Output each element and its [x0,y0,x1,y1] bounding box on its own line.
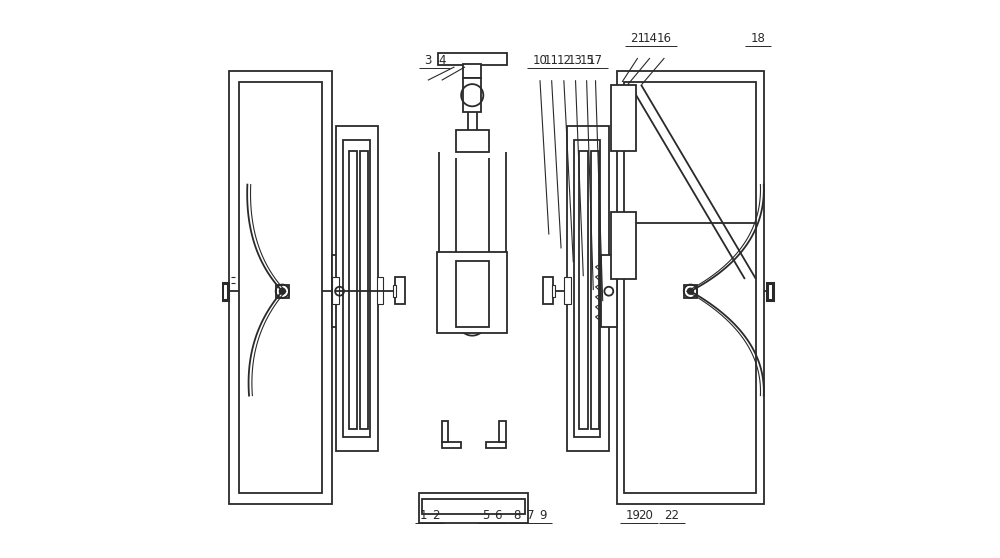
Bar [349,151,357,429]
Bar [332,255,347,328]
Text: 21: 21 [630,32,645,45]
Bar [442,442,461,448]
Bar [564,277,571,304]
Circle shape [688,288,693,294]
Bar [567,126,609,451]
Bar [437,252,507,333]
Text: 6: 6 [495,509,502,522]
Bar [393,285,396,297]
Bar [456,261,489,328]
Bar [463,64,481,78]
Bar [222,283,228,300]
Text: 13: 13 [568,54,583,67]
Circle shape [280,288,285,294]
Bar [422,499,525,514]
Bar [419,493,528,523]
Text: 12: 12 [556,54,571,67]
Bar [767,283,773,300]
Bar [276,285,289,298]
Text: 11: 11 [544,54,559,67]
Bar [486,442,506,448]
Text: 17: 17 [588,54,603,67]
Text: 10: 10 [533,54,547,67]
Text: 15: 15 [579,54,594,67]
Bar [377,277,383,304]
Bar [463,78,481,112]
Bar [442,421,448,442]
Text: 7: 7 [527,509,534,522]
Bar [456,130,489,152]
Text: 14: 14 [642,32,657,45]
Bar [611,213,636,279]
Text: 9: 9 [540,509,547,522]
Bar [610,277,617,304]
Bar [591,151,599,429]
Text: 1: 1 [420,509,427,522]
Text: 16: 16 [657,32,672,45]
Text: 19: 19 [626,509,641,522]
Bar [336,126,378,451]
Text: 3: 3 [424,54,432,67]
Bar [395,277,405,304]
Text: 18: 18 [751,32,766,45]
Bar [360,151,368,429]
Bar [684,285,697,298]
Text: 5: 5 [482,509,490,522]
Bar [543,277,553,304]
Text: 20: 20 [638,509,653,522]
Text: 2: 2 [432,509,440,522]
Bar [332,277,339,304]
Bar [552,285,555,297]
Bar [611,85,636,151]
Bar [617,71,764,504]
Bar [579,151,588,429]
Bar [601,255,617,328]
Bar [343,140,370,437]
Bar [229,71,332,504]
Bar [438,53,507,65]
Bar [624,82,756,493]
Bar [574,140,600,437]
Text: 22: 22 [665,509,680,522]
Bar [499,421,506,442]
Bar [239,82,322,493]
Text: 4: 4 [438,54,445,67]
Text: 8: 8 [513,509,520,522]
